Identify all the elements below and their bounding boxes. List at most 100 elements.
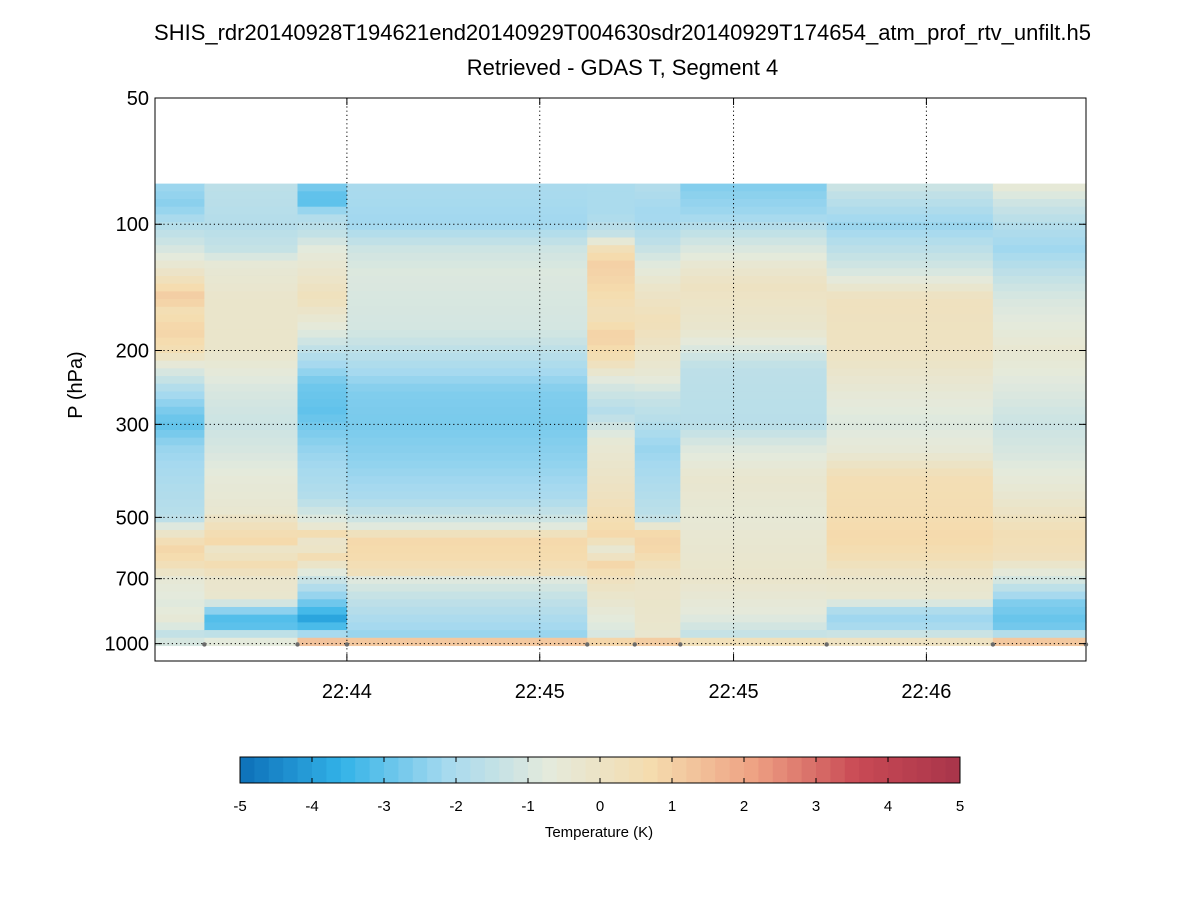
heatmap-cell — [634, 591, 681, 600]
heatmap-cell — [587, 460, 636, 470]
heatmap-cell — [346, 352, 588, 362]
heatmap-cell — [634, 606, 681, 616]
heatmap-cell — [992, 291, 1087, 300]
heatmap-cell — [826, 199, 994, 208]
heatmap-cell — [297, 383, 348, 393]
heatmap-cell — [346, 583, 588, 593]
heatmap-cell — [204, 283, 299, 292]
heatmap-cell — [992, 368, 1087, 377]
heatmap-cell — [826, 483, 994, 493]
heatmap-cell — [826, 591, 994, 600]
heatmap-cell — [634, 545, 681, 554]
heatmap-cell — [634, 206, 681, 215]
heatmap-cell — [826, 345, 994, 354]
heatmap-cell — [587, 499, 636, 508]
heatmap-cell — [680, 568, 828, 577]
heatmap-cell — [204, 222, 299, 231]
heatmap-cell — [155, 545, 205, 554]
heatmap-cell — [826, 329, 994, 339]
heatmap-cell — [587, 606, 636, 616]
chart-subtitle: Retrieved - GDAS T, Segment 4 — [466, 55, 779, 80]
y-tick-label: 500 — [116, 507, 149, 529]
heatmap-cell — [587, 268, 636, 277]
heatmap-cell — [204, 368, 299, 377]
heatmap-cell — [204, 506, 299, 516]
heatmap-cell — [346, 529, 588, 539]
heatmap-cell — [680, 599, 828, 608]
heatmap-cell — [346, 222, 588, 231]
heatmap-cell — [826, 545, 994, 554]
heatmap-cell — [634, 299, 681, 308]
heatmap-cell — [297, 252, 348, 262]
heatmap-cell — [346, 453, 588, 462]
heatmap-cell — [155, 553, 205, 562]
heatmap-cell — [297, 468, 348, 477]
heatmap-cell — [634, 453, 681, 462]
heatmap-cell — [346, 314, 588, 323]
heatmap-cell — [680, 245, 828, 254]
heatmap-cell — [204, 291, 299, 300]
heatmap-cell — [155, 422, 205, 431]
heatmap-cell — [680, 406, 828, 416]
y-tick-label: 50 — [127, 88, 149, 110]
colorbar-cell — [643, 757, 658, 783]
heatmap-cell — [680, 345, 828, 354]
heatmap-cell — [992, 460, 1087, 470]
heatmap-cell — [297, 291, 348, 300]
heatmap-cell — [680, 291, 828, 300]
heatmap-cell — [346, 599, 588, 608]
x-tick-label: 22:45 — [515, 681, 565, 703]
heatmap-cell — [297, 460, 348, 470]
heatmap-cell — [992, 637, 1087, 647]
heatmap-cell — [204, 460, 299, 470]
heatmap-cell — [826, 445, 994, 454]
heatmap-cell — [992, 299, 1087, 308]
heatmap-cell — [297, 499, 348, 508]
heatmap-cell — [204, 468, 299, 477]
heatmap-cell — [634, 514, 681, 523]
heatmap-cell — [992, 314, 1087, 323]
colorbar-cell — [801, 757, 817, 783]
heatmap-cell — [680, 383, 828, 393]
heatmap-cell — [297, 191, 348, 200]
heatmap-cell — [634, 529, 681, 539]
heatmap-cell — [204, 329, 299, 339]
heatmap-cell — [680, 214, 828, 223]
heatmap-cell — [992, 183, 1087, 192]
heatmap-cell — [155, 252, 205, 262]
heatmap-cell — [634, 183, 681, 192]
heatmap-cell — [155, 591, 205, 600]
heatmap-cell — [634, 229, 681, 239]
heatmap-cell — [204, 568, 299, 577]
heatmap-cell — [204, 352, 299, 362]
heatmap-cell — [587, 283, 636, 292]
heatmap-cell — [346, 468, 588, 477]
heatmap-cell — [680, 268, 828, 277]
colorbar-cell — [513, 757, 529, 783]
heatmap-cell — [680, 630, 828, 639]
heatmap-cell — [826, 599, 994, 608]
colorbar-cell — [484, 757, 500, 783]
heatmap-cell — [680, 499, 828, 508]
heatmap-cell — [826, 529, 994, 539]
heatmap-cell — [587, 329, 636, 339]
heatmap-cell — [634, 499, 681, 508]
heatmap-cell — [346, 322, 588, 331]
heatmap-cell — [297, 529, 348, 539]
heatmap-cell — [826, 537, 994, 546]
heatmap-cell — [155, 283, 205, 292]
heatmap-cell — [826, 406, 994, 416]
heatmap-cell — [992, 214, 1087, 223]
heatmap-cell — [155, 483, 205, 493]
heatmap-cell — [155, 199, 205, 208]
heatmap-cell — [634, 437, 681, 446]
heatmap-cell — [297, 199, 348, 208]
heatmap-cell — [826, 191, 994, 200]
heatmap-cell — [587, 345, 636, 354]
heatmap-cell — [297, 229, 348, 239]
heatmap-cell — [297, 322, 348, 331]
heatmap-cell — [634, 414, 681, 423]
heatmap-cell — [587, 306, 636, 316]
heatmap-cell — [680, 445, 828, 454]
